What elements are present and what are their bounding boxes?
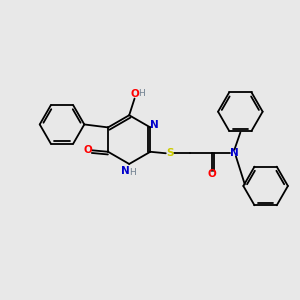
- Text: H: H: [139, 89, 145, 98]
- Text: N: N: [150, 120, 158, 130]
- Text: O: O: [130, 88, 139, 98]
- Text: O: O: [84, 145, 92, 155]
- Text: H: H: [129, 168, 136, 177]
- Text: S: S: [167, 148, 174, 158]
- Text: N: N: [121, 166, 130, 176]
- Text: N: N: [230, 148, 239, 158]
- Text: O: O: [207, 169, 216, 179]
